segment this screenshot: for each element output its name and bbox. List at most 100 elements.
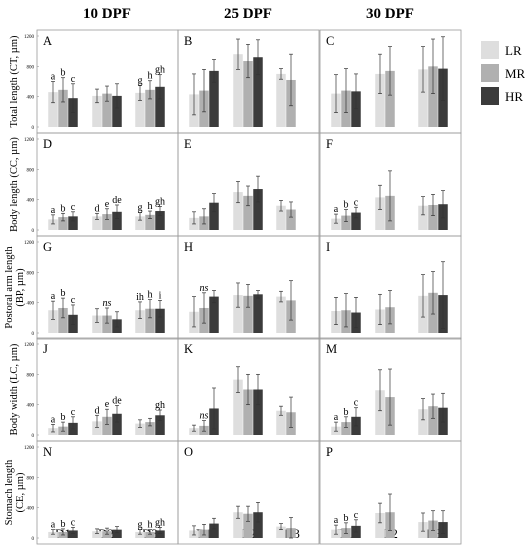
bar-hr-d1 — [209, 70, 219, 127]
legend-swatch-hr — [481, 87, 499, 105]
y-axis-label-row-5: Stomach length(CE, µm) — [4, 459, 26, 525]
bar-mr-d2 — [243, 61, 253, 127]
y-axis-label-line: Total length (CT, µm) — [9, 35, 20, 128]
y-axis-label-line: (CE, µm) — [15, 472, 26, 512]
significance-label: c — [354, 197, 359, 208]
panel-letter: M — [326, 342, 337, 356]
significance-label: h — [148, 290, 153, 301]
y-tick-label: 800 — [27, 65, 35, 70]
bar-lr-d1 — [48, 310, 58, 333]
y-tick-label: 800 — [27, 271, 35, 276]
column-title-30dpf: 30 DPF — [366, 6, 414, 22]
bar-lr-d3 — [276, 73, 286, 127]
bar-mr-d3 — [145, 214, 155, 230]
bar-mr-d3 — [286, 209, 296, 230]
bar-lr-d3 — [276, 296, 286, 333]
bar-lr-d3 — [418, 205, 428, 230]
y-tick-label: 1200 — [24, 343, 35, 348]
y-tick-label: 0 — [32, 229, 35, 234]
significance-label: ns — [103, 298, 112, 309]
panel-b: B — [177, 29, 320, 134]
significance-label: de — [112, 195, 122, 206]
significance-label: ns — [200, 411, 209, 422]
bar-mr-d1 — [341, 422, 351, 435]
y-axis-label-line: Stomach length — [4, 459, 15, 525]
y-tick-label: 0 — [32, 434, 35, 439]
panel-g: G 0 400 800 1200 a bc ns ih h i — [24, 235, 179, 340]
bar-hr-d3 — [155, 308, 165, 333]
bar-hr-d2 — [253, 57, 263, 127]
bar-mr-d2 — [102, 315, 112, 333]
bar-hr-d3 — [155, 530, 165, 538]
bar-lr-d2 — [375, 197, 385, 230]
panel-e: E — [177, 132, 320, 237]
legend-swatch-mr — [481, 64, 499, 82]
bar-mr-d2 — [102, 416, 112, 435]
bar-lr-d3 — [135, 423, 145, 435]
panel-m: Ma bc — [319, 337, 462, 442]
significance-label: e — [105, 199, 110, 210]
bar-hr-d1 — [351, 91, 361, 127]
bar-hr-d2 — [112, 529, 122, 538]
bar-lr-d2 — [375, 390, 385, 435]
bar-mr-d3 — [145, 89, 155, 127]
significance-label: b — [344, 200, 349, 211]
bar-lr-d2 — [92, 95, 102, 127]
bar-lr-d1 — [331, 218, 341, 230]
panel-letter: H — [184, 240, 193, 254]
panel-p: Pa b c — [319, 440, 462, 545]
significance-label: e — [105, 399, 110, 410]
bar-lr-d3 — [135, 216, 145, 230]
significance-label: g — [138, 203, 143, 214]
bar-mr-d1 — [58, 89, 68, 127]
bar-lr-d1 — [48, 531, 58, 538]
panel-letter: F — [326, 137, 333, 151]
bar-mr-d3 — [145, 308, 155, 333]
panel-letter: D — [43, 137, 52, 151]
bar-hr-d2 — [112, 95, 122, 127]
panel-h: Hns — [177, 235, 320, 340]
significance-label: a — [51, 520, 56, 531]
significance-label: gh — [155, 517, 165, 528]
legend-label-hr: HR — [505, 89, 523, 104]
panel-letter: J — [43, 342, 48, 356]
bar-lr-d3 — [276, 410, 286, 435]
significance-label: g — [138, 520, 143, 531]
panel-letter: B — [184, 34, 192, 48]
y-tick-label: 800 — [27, 168, 35, 173]
significance-label: gh — [155, 400, 165, 411]
bar-lr-d2 — [233, 54, 243, 128]
panel-c: C — [319, 29, 462, 134]
y-axis-label-row-1: Total length (CT, µm) — [9, 35, 20, 128]
significance-label: a — [51, 205, 56, 216]
legend-label-lr: LR — [505, 43, 522, 58]
y-tick-label: 0 — [32, 126, 35, 131]
y-tick-label: 1200 — [24, 35, 35, 40]
bar-hr-d1 — [209, 202, 219, 230]
bar-hr-d1 — [209, 523, 219, 538]
significance-label: c — [71, 202, 76, 213]
significance-label: c — [71, 517, 76, 528]
significance-label: h — [148, 71, 153, 82]
y-tick-label: 0 — [32, 537, 35, 542]
significance-label: h — [148, 520, 153, 531]
significance-label: a — [51, 291, 56, 302]
significance-label: ns — [200, 283, 209, 294]
bar-lr-d2 — [92, 421, 102, 435]
bar-lr-d2 — [233, 512, 243, 538]
bar-hr-d1 — [209, 296, 219, 333]
y-axis-label-line: (BP, µm) — [15, 268, 26, 307]
bar-mr-d2 — [385, 70, 395, 127]
significance-label: a — [51, 414, 56, 425]
bar-hr-d1 — [351, 212, 361, 230]
bar-mr-d2 — [102, 531, 112, 538]
bar-lr-d3 — [135, 531, 145, 538]
panel-frame — [319, 235, 462, 340]
panel-letter: P — [326, 445, 333, 459]
bar-mr-d1 — [58, 307, 68, 333]
bar-mr-d2 — [243, 195, 253, 230]
bar-mr-d2 — [102, 93, 112, 127]
significance-label: b — [61, 412, 66, 423]
y-axis-label-line: Body width (LC, µm) — [9, 343, 20, 435]
